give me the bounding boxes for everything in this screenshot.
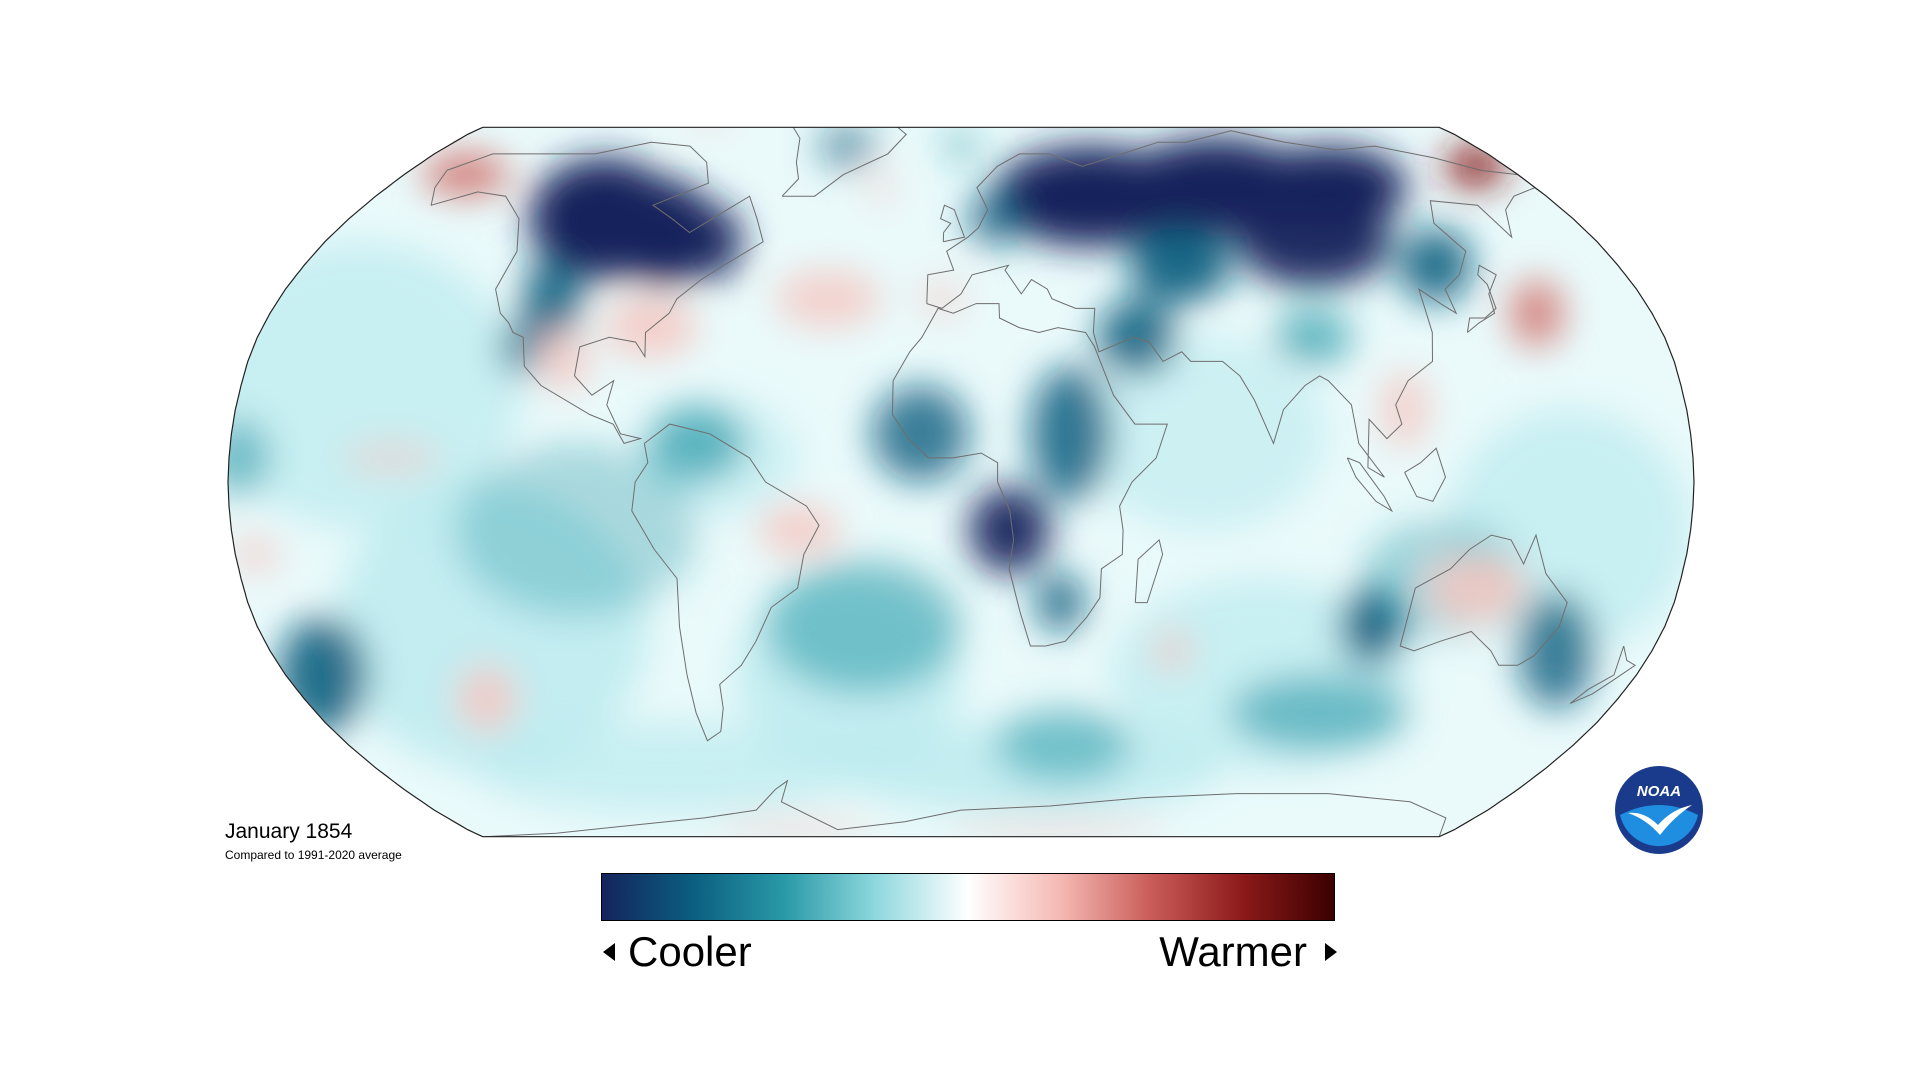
- anomaly-patch: [541, 332, 589, 391]
- noaa-logo-text: NOAA: [1637, 783, 1681, 800]
- anomaly-patch: [501, 318, 541, 376]
- anomaly-patch: [228, 241, 521, 530]
- anomaly-patch: [818, 127, 876, 169]
- anomaly-patch: [967, 191, 1023, 246]
- noaa-logo: NOAA: [1615, 766, 1703, 854]
- legend-warmer: Warmer: [1159, 928, 1337, 976]
- anomaly-patch: [1380, 371, 1429, 449]
- anomaly-patch: [1236, 196, 1393, 288]
- legend-cooler: Cooler: [603, 928, 752, 976]
- coastline: [1466, 264, 1497, 333]
- anomaly-patch: [758, 506, 840, 555]
- anomaly-patch: [1517, 592, 1595, 709]
- anomaly-patch: [231, 535, 280, 574]
- anomaly-patch: [969, 486, 1051, 574]
- triangle-left-icon: [603, 943, 615, 961]
- anomaly-patch: [1029, 366, 1111, 502]
- anomaly-patch: [947, 817, 1167, 837]
- globe-outline: [227, 126, 1695, 838]
- legend-cooler-label: Cooler: [628, 928, 752, 975]
- anomaly-patch: [648, 404, 746, 482]
- coastline: [430, 141, 764, 444]
- coastline: [482, 779, 1447, 837]
- anomaly-patch: [473, 722, 864, 814]
- anomaly-patch: [1431, 554, 1527, 622]
- coastline: [891, 303, 1168, 647]
- anomaly-patch: [1398, 227, 1472, 303]
- anomaly-patch: [683, 108, 734, 125]
- anomaly-patch: [342, 443, 441, 473]
- anomaly-patch: [1273, 308, 1352, 367]
- anomaly-patch: [1082, 337, 1326, 531]
- anomaly-patch: [521, 260, 583, 337]
- coastline: [926, 130, 1537, 478]
- anomaly-patch: [775, 270, 882, 328]
- anomaly-patch: [1152, 631, 1192, 671]
- coastline: [1134, 538, 1164, 604]
- coastline: [631, 423, 820, 742]
- anomaly-patch: [228, 419, 270, 497]
- anomaly-patch: [457, 665, 516, 733]
- anomaly-layer: [228, 108, 1691, 837]
- anomaly-patch: [868, 170, 895, 205]
- anomaly-patch: [995, 708, 1131, 783]
- coastline: [1346, 457, 1394, 513]
- anomaly-patch: [1097, 298, 1176, 376]
- anomaly-patch: [454, 443, 698, 617]
- anomaly-patch: [765, 559, 961, 695]
- coastlines: [430, 127, 1637, 837]
- map-baseline-subtitle: Compared to 1991-2020 average: [225, 848, 402, 862]
- anomaly-patch: [685, 205, 742, 279]
- map-date-title: January 1854: [225, 820, 353, 843]
- anomaly-patch: [919, 279, 965, 318]
- anomaly-patch: [871, 385, 970, 482]
- coastline: [781, 127, 907, 197]
- anomaly-patch: [278, 617, 368, 733]
- anomaly-patch: [1036, 573, 1084, 632]
- anomaly-patch: [714, 817, 879, 837]
- anomaly-patch: [1445, 146, 1506, 187]
- anomaly-patch: [422, 153, 510, 196]
- anomaly-patch: [1128, 227, 1232, 303]
- legend-warmer-label: Warmer: [1159, 928, 1307, 975]
- coastline: [940, 204, 966, 243]
- anomaly-patch: [1229, 674, 1409, 751]
- coastline: [1404, 447, 1447, 502]
- anomaly-patch: [943, 130, 979, 162]
- triangle-right-icon: [1325, 943, 1337, 961]
- anomaly-patch: [1509, 279, 1564, 347]
- anomaly-patch: [603, 298, 698, 357]
- anomaly-patch: [1340, 588, 1403, 666]
- color-scale-bar: [601, 873, 1335, 921]
- coastline: [1399, 533, 1568, 666]
- coastline: [1569, 645, 1637, 704]
